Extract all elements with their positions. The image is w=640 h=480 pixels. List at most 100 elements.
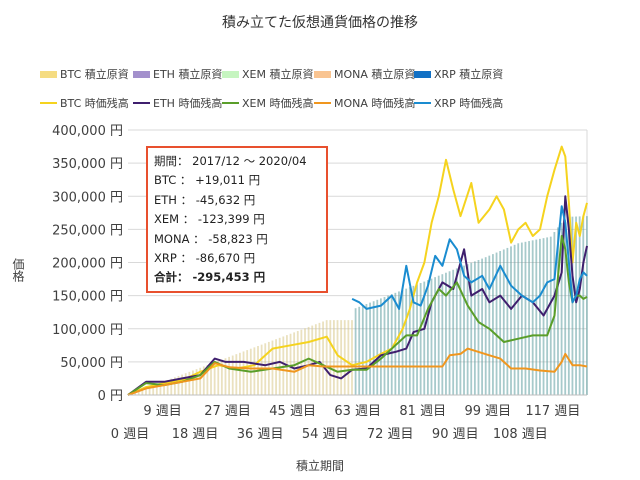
bar-xrp-principal <box>383 297 386 395</box>
legend-label: XRP 積立原資 <box>434 68 504 81</box>
bar-btc-principal <box>325 320 328 395</box>
x-tick-label: 36 週目 <box>237 427 284 442</box>
bar-xrp-principal <box>535 239 538 395</box>
annotation-xrp: XRP ： -86,670 円 <box>154 251 256 266</box>
bar-btc-principal <box>329 320 332 395</box>
legend-label: XEM 積立原資 <box>242 68 314 81</box>
bar-btc-principal <box>293 332 296 395</box>
bar-btc-principal <box>213 362 216 395</box>
bar-btc-principal <box>152 385 155 395</box>
bar-xrp-principal <box>549 236 552 395</box>
legend-item: XRP 時価残高 <box>414 95 503 111</box>
legend-swatch <box>222 70 239 78</box>
line-mona-value <box>127 347 588 396</box>
x-tick-label: 0 週目 <box>111 427 149 442</box>
legend-item: BTC 時価残高 <box>40 95 129 111</box>
bar-btc-principal <box>163 381 165 395</box>
bar-xrp-principal <box>575 216 577 395</box>
bar-xrp-principal <box>369 302 371 395</box>
bar-xrp-principal <box>502 249 505 395</box>
bar-xrp-principal <box>546 237 549 395</box>
legend-label: XEM 時価残高 <box>242 97 314 110</box>
bar-btc-principal <box>220 359 223 395</box>
bar-btc-principal <box>177 375 180 395</box>
bar-btc-principal <box>351 320 353 395</box>
bar-xrp-principal <box>510 246 512 395</box>
bar-xrp-principal <box>586 216 588 395</box>
legend-item: XEM 積立原資 <box>222 66 313 82</box>
bar-btc-principal <box>246 350 249 395</box>
x-tick-label: 117 週目 <box>525 404 580 419</box>
bar-btc-principal <box>239 352 241 395</box>
legend-label: XRP 時価残高 <box>434 97 504 110</box>
bar-btc-principal <box>155 384 158 395</box>
bar-btc-principal <box>188 371 191 395</box>
bar-xrp-principal <box>531 240 534 395</box>
bar-xrp-principal <box>520 242 523 395</box>
bar-btc-principal <box>231 355 234 395</box>
bar-xrp-principal <box>564 219 567 395</box>
bar-xrp-principal <box>488 255 491 395</box>
line-btc-value <box>127 145 588 396</box>
bar-btc-principal <box>206 365 209 395</box>
bar-xrp-principal <box>473 261 476 395</box>
annotation-eth: ETH ： -45,632 円 <box>154 192 256 207</box>
bar-xrp-principal <box>567 216 570 395</box>
bar-xrp-principal <box>430 278 433 395</box>
bar-xrp-principal <box>481 258 483 395</box>
legend-line-swatch <box>40 102 57 104</box>
bar-xrp-principal <box>499 251 502 395</box>
legend-line-swatch <box>314 102 331 104</box>
x-axis-label: 積立期間 <box>295 459 344 473</box>
bar-btc-principal <box>217 360 220 395</box>
bar-btc-principal <box>195 369 198 395</box>
x-tick-label: 9 週目 <box>143 404 181 419</box>
bar-btc-principal <box>134 392 137 395</box>
legend-label: BTC 時価残高 <box>60 97 129 110</box>
y-tick-label: 150,000 円 <box>52 290 123 305</box>
line-eth-value <box>127 195 588 396</box>
bar-xrp-principal <box>434 277 437 395</box>
bar-xrp-principal <box>376 299 379 395</box>
bar-btc-principal <box>181 374 184 395</box>
bar-btc-principal <box>173 377 176 395</box>
legend-label: BTC 積立原資 <box>60 68 129 81</box>
bar-xrp-principal <box>539 238 541 395</box>
x-tick-label: 27 週目 <box>204 404 251 419</box>
line-xem-value <box>127 235 588 396</box>
bar-btc-principal <box>184 373 187 395</box>
bar-xrp-principal <box>477 259 480 395</box>
bar-btc-principal <box>166 380 169 395</box>
bar-btc-principal <box>141 389 144 395</box>
x-tick-label: 108 週目 <box>493 427 548 442</box>
bar-btc-principal <box>159 382 162 395</box>
legend-label: ETH 時価残高 <box>153 97 223 110</box>
x-tick-label: 99 週目 <box>464 404 511 419</box>
bar-xrp-principal <box>459 266 462 395</box>
x-tick-label: 63 週目 <box>334 404 381 419</box>
y-tick-label: 200,000 円 <box>52 257 123 272</box>
legend-item: ETH 時価残高 <box>133 95 222 111</box>
bar-xrp-principal <box>452 269 455 395</box>
bar-xrp-principal <box>448 271 451 395</box>
bar-xrp-principal <box>441 274 444 395</box>
legend-item: XEM 時価残高 <box>222 95 313 111</box>
bar-xrp-principal <box>542 238 545 395</box>
bar-btc-principal <box>170 378 173 395</box>
bar-btc-principal <box>289 333 292 395</box>
bar-xrp-principal <box>463 265 465 395</box>
bar-xrp-principal <box>419 283 422 395</box>
y-tick-label: 350,000 円 <box>52 157 123 172</box>
bar-xrp-principal <box>557 227 559 395</box>
bar-btc-principal <box>307 326 310 395</box>
bar-xrp-principal <box>387 295 390 395</box>
bar-btc-principal <box>137 390 140 395</box>
bar-btc-principal <box>148 386 151 395</box>
legend-swatch <box>314 70 331 78</box>
bar-xrp-principal <box>405 288 408 395</box>
bar-btc-principal <box>304 328 306 395</box>
bar-xrp-principal <box>470 262 473 395</box>
bar-xrp-principal <box>358 306 361 395</box>
legend-swatch <box>133 70 150 78</box>
legend-label: MONA 積立原資 <box>334 68 416 81</box>
